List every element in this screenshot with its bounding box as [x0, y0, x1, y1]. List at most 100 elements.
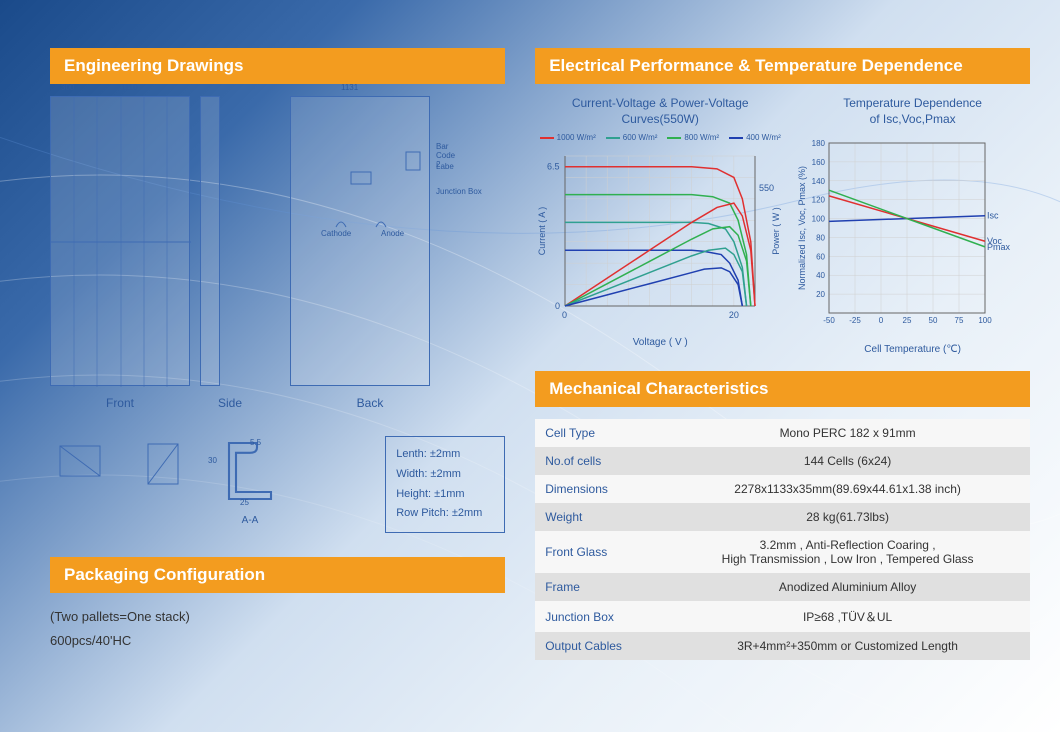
mech-header: Mechanical Characteristics — [535, 371, 1030, 407]
table-row: No.of cells144 Cells (6x24) — [535, 447, 1030, 475]
dim-w2: 1110 — [121, 83, 138, 92]
svg-text:100: 100 — [979, 316, 993, 325]
legend-item: 600 W/m² — [606, 133, 658, 142]
chart1-title: Current-Voltage & Power-Voltage Curves(5… — [535, 96, 785, 127]
right-column: Electrical Performance & Temperature Dep… — [535, 48, 1030, 660]
tolerance-box: Lenth: ±2mm Width: ±2mm Height: ±1mm Row… — [385, 436, 505, 533]
svg-text:0: 0 — [562, 310, 567, 320]
back-detail — [291, 97, 431, 387]
svg-text:40: 40 — [816, 271, 825, 280]
table-row: Cell TypeMono PERC 182 x 91mm — [535, 419, 1030, 447]
svg-text:25: 25 — [903, 316, 912, 325]
svg-text:Power ( W ): Power ( W ) — [771, 207, 781, 255]
mech-key: Junction Box — [535, 601, 665, 632]
tol-wid: Width: ±2mm — [396, 465, 494, 485]
table-row: Output Cables3R+4mm²+350mm or Customized… — [535, 632, 1030, 660]
svg-text:75: 75 — [955, 316, 964, 325]
mech-key: No.of cells — [535, 447, 665, 475]
mech-key: Weight — [535, 503, 665, 531]
chart2-xlabel: Cell Temperature (℃) — [795, 344, 1030, 355]
eng-drawings-header: Engineering Drawings — [50, 48, 505, 84]
side-view — [200, 96, 220, 386]
profile-row: 30 25 5.5 A-A Lenth: ±2mm Width: ±2mm He… — [50, 436, 505, 533]
side-label: Side — [190, 396, 270, 410]
svg-text:550: 550 — [759, 183, 774, 193]
mech-value: 3R+4mm²+350mm or Customized Length — [665, 632, 1030, 660]
left-column: Engineering Drawings 300 1110 — [50, 48, 505, 660]
iv-pv-chart: Current-Voltage & Power-Voltage Curves(5… — [535, 96, 785, 355]
legend-item: 1000 W/m² — [540, 133, 596, 142]
dim-wtotal: 1131 — [341, 83, 358, 92]
anode-label: Anode — [381, 229, 404, 238]
profile-h: 30 — [208, 456, 217, 465]
svg-text:Pmax: Pmax — [987, 242, 1011, 252]
temp-dep-chart: Temperature Dependence of Isc,Voc,Pmax 2… — [795, 96, 1030, 355]
svg-text:0: 0 — [879, 316, 884, 325]
legend-item: 400 W/m² — [729, 133, 781, 142]
svg-text:80: 80 — [816, 234, 825, 243]
mech-key: Front Glass — [535, 531, 665, 573]
corner-detail-2 — [140, 436, 190, 496]
mech-value: 28 kg(61.73lbs) — [665, 503, 1030, 531]
mech-value: Mono PERC 182 x 91mm — [665, 419, 1030, 447]
table-row: FrameAnodized Aluminium Alloy — [535, 573, 1030, 601]
svg-text:180: 180 — [812, 139, 826, 148]
mech-value: 3.2mm , Anti-Reflection Coaring , High T… — [665, 531, 1030, 573]
profile-t1: 5.5 — [250, 438, 261, 447]
mech-key: Cell Type — [535, 419, 665, 447]
view-labels: Front Side Back — [50, 396, 505, 410]
tol-len: Lenth: ±2mm — [396, 445, 494, 465]
back-view: 1131 Cathode Anode Junction Box Labe Bar… — [290, 96, 430, 386]
svg-text:20: 20 — [729, 310, 739, 320]
svg-text:6.5: 6.5 — [547, 162, 560, 172]
svg-text:-25: -25 — [849, 316, 861, 325]
svg-text:140: 140 — [812, 177, 826, 186]
mech-key: Output Cables — [535, 632, 665, 660]
table-row: Junction BoxIP≥68 ,TÜV＆UL — [535, 601, 1030, 632]
svg-text:20: 20 — [816, 290, 825, 299]
tol-row: Row Pitch: ±2mm — [396, 504, 494, 524]
svg-text:0: 0 — [555, 301, 560, 311]
svg-text:60: 60 — [816, 253, 825, 262]
mech-key: Dimensions — [535, 475, 665, 503]
jbox-label: Junction Box — [436, 187, 496, 196]
front-grid — [51, 97, 191, 387]
front-label: Front — [50, 396, 190, 410]
table-row: Dimensions2278x1133x35mm(89.69x44.61x1.3… — [535, 475, 1030, 503]
svg-text:-50: -50 — [823, 316, 835, 325]
svg-text:Isc: Isc — [987, 211, 999, 221]
tol-hei: Height: ±1mm — [396, 485, 494, 505]
pkg-text: (Two pallets=One stack) 600pcs/40'HC — [50, 605, 505, 652]
cathode-label: Cathode — [321, 229, 351, 238]
svg-text:50: 50 — [929, 316, 938, 325]
pkg-line1: (Two pallets=One stack) — [50, 605, 505, 628]
chart2-title: Temperature Dependence of Isc,Voc,Pmax — [795, 96, 1030, 127]
table-row: Front Glass3.2mm , Anti-Reflection Coari… — [535, 531, 1030, 573]
mech-value: Anodized Aluminium Alloy — [665, 573, 1030, 601]
legend-item: 800 W/m² — [667, 133, 719, 142]
profile-w: 25 — [240, 498, 249, 507]
mech-table: Cell TypeMono PERC 182 x 91mmNo.of cells… — [535, 419, 1030, 660]
mech-key: Frame — [535, 573, 665, 601]
chart2-svg: 20 40 60 80 100 120 140 160 180 -50 -25 0 25 50 75 100 I… — [795, 133, 1015, 333]
back-label: Back — [270, 396, 470, 410]
svg-text:Current ( A ): Current ( A ) — [537, 207, 547, 256]
corner-detail-1 — [50, 436, 110, 496]
chart1-xlabel: Voltage ( V ) — [535, 337, 785, 348]
aa-label: A-A — [220, 515, 280, 526]
svg-text:160: 160 — [812, 158, 826, 167]
barcode-label: Bar Code 2 — [436, 142, 455, 169]
front-view: 300 1110 — [50, 96, 190, 386]
table-row: Weight28 kg(61.73lbs) — [535, 503, 1030, 531]
mech-value: 144 Cells (6x24) — [665, 447, 1030, 475]
mech-value: 2278x1133x35mm(89.69x44.61x1.38 inch) — [665, 475, 1030, 503]
elec-header: Electrical Performance & Temperature Dep… — [535, 48, 1030, 84]
svg-text:100: 100 — [812, 215, 826, 224]
svg-text:120: 120 — [812, 196, 826, 205]
pkg-line2: 600pcs/40'HC — [50, 629, 505, 652]
mech-value: IP≥68 ,TÜV＆UL — [665, 601, 1030, 632]
dim-w1: 300 — [61, 83, 74, 92]
chart1-svg: 6.5 00 20 550 Current ( A ) Power ( W ) — [535, 146, 785, 326]
chart1-legend: 1000 W/m² 600 W/m² 800 W/m² 400 W/m² — [535, 133, 785, 142]
svg-text:Normalized Isc, Voc, Pmax (%): Normalized Isc, Voc, Pmax (%) — [797, 166, 807, 290]
